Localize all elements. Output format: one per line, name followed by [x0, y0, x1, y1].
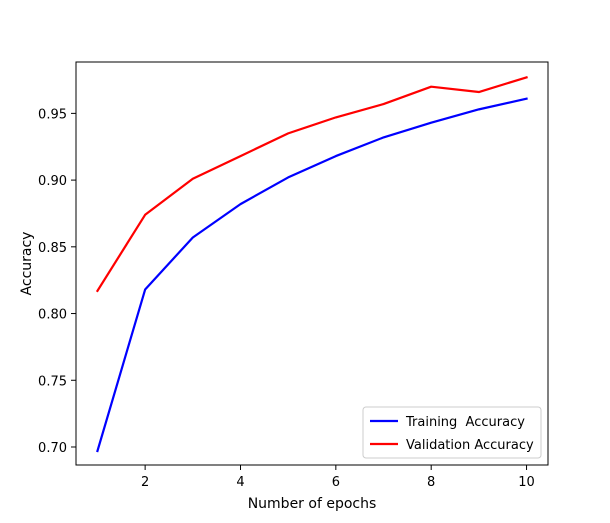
y-axis-label: Accuracy — [19, 232, 35, 296]
x-axis-label: Number of epochs — [248, 496, 377, 512]
x-tick-label: 2 — [141, 475, 149, 490]
x-tick-label: 4 — [236, 475, 244, 490]
y-tick-label: 0.75 — [38, 374, 67, 389]
x-axis-ticks: 2 4 6 8 10 — [141, 465, 535, 490]
y-tick-label: 0.95 — [38, 107, 67, 122]
series-line-2 — [95, 75, 528, 293]
y-tick-label: 0.85 — [38, 241, 67, 256]
legend-label-2: Validation Accuracy — [406, 438, 534, 453]
plot-area — [95, 75, 528, 453]
x-tick-label: 8 — [427, 475, 435, 490]
y-axis-ticks: 0.70 0.75 0.80 0.85 0.90 0.95 — [38, 107, 76, 456]
x-tick-label: 6 — [332, 475, 340, 490]
legend: Training Accuracy Validation Accuracy — [362, 406, 542, 459]
y-tick-label: 0.80 — [38, 308, 67, 323]
axes-frame — [75, 61, 549, 466]
legend-label-1: Training Accuracy — [405, 415, 525, 430]
legend-box — [362, 406, 542, 459]
x-tick-label: 10 — [518, 475, 535, 490]
series-line-1 — [96, 97, 528, 453]
y-tick-label: 0.90 — [38, 174, 67, 189]
y-tick-label: 0.70 — [38, 441, 67, 456]
